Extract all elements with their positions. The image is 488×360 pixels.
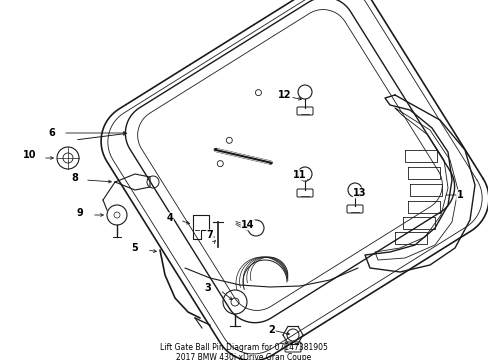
Text: 5: 5 bbox=[131, 243, 138, 253]
Text: 13: 13 bbox=[352, 188, 366, 198]
Text: 2017 BMW 430i xDrive Gran Coupe: 2017 BMW 430i xDrive Gran Coupe bbox=[176, 353, 311, 360]
Text: 14: 14 bbox=[241, 220, 254, 230]
Text: 10: 10 bbox=[23, 150, 37, 160]
Text: 12: 12 bbox=[278, 90, 291, 100]
Text: Lift Gate Ball Pin Diagram for 07147381905: Lift Gate Ball Pin Diagram for 071473819… bbox=[160, 343, 327, 352]
FancyBboxPatch shape bbox=[296, 107, 312, 115]
FancyBboxPatch shape bbox=[346, 205, 362, 213]
Text: 7: 7 bbox=[206, 230, 213, 240]
Text: 4: 4 bbox=[166, 213, 173, 223]
Text: 6: 6 bbox=[48, 128, 55, 138]
Text: 11: 11 bbox=[293, 170, 306, 180]
Text: 3: 3 bbox=[204, 283, 211, 293]
FancyBboxPatch shape bbox=[296, 189, 312, 197]
Text: 1: 1 bbox=[456, 190, 463, 200]
FancyBboxPatch shape bbox=[285, 342, 301, 352]
Text: 8: 8 bbox=[71, 173, 78, 183]
Text: 9: 9 bbox=[77, 208, 83, 218]
Text: 2: 2 bbox=[268, 325, 275, 335]
